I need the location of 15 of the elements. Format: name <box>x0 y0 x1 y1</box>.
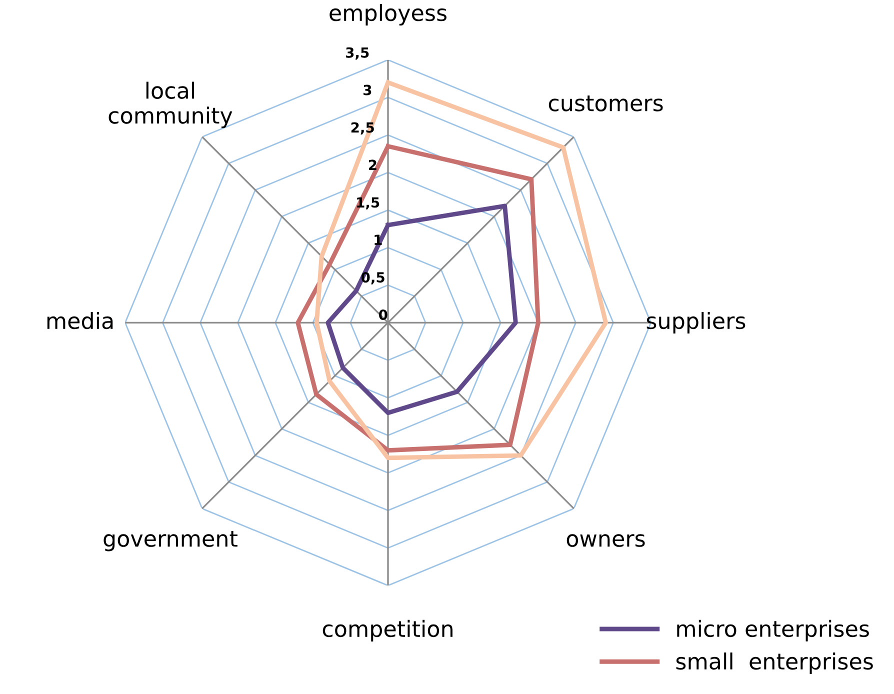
spoke-label: owners <box>566 534 645 547</box>
legend-label: small enterprises <box>676 652 873 674</box>
spoke-label: competition <box>322 620 452 642</box>
spoke-label: government <box>104 531 238 552</box>
y-tick-label: 2,5 <box>351 122 374 135</box>
spoke-label: customers <box>548 95 663 112</box>
y-tick-label: 2 <box>368 160 376 170</box>
spoke-label: media <box>47 312 113 330</box>
y-tick-label: 3 <box>364 84 372 96</box>
y-tick-label: 3,5 <box>346 47 369 60</box>
legend-label: micro enterprises <box>677 620 869 642</box>
spoke-label: local community <box>108 82 232 128</box>
y-tick-label: 0 <box>378 310 388 320</box>
spoke-label: suppliers <box>646 312 746 334</box>
spoke-label: employess <box>330 4 446 26</box>
